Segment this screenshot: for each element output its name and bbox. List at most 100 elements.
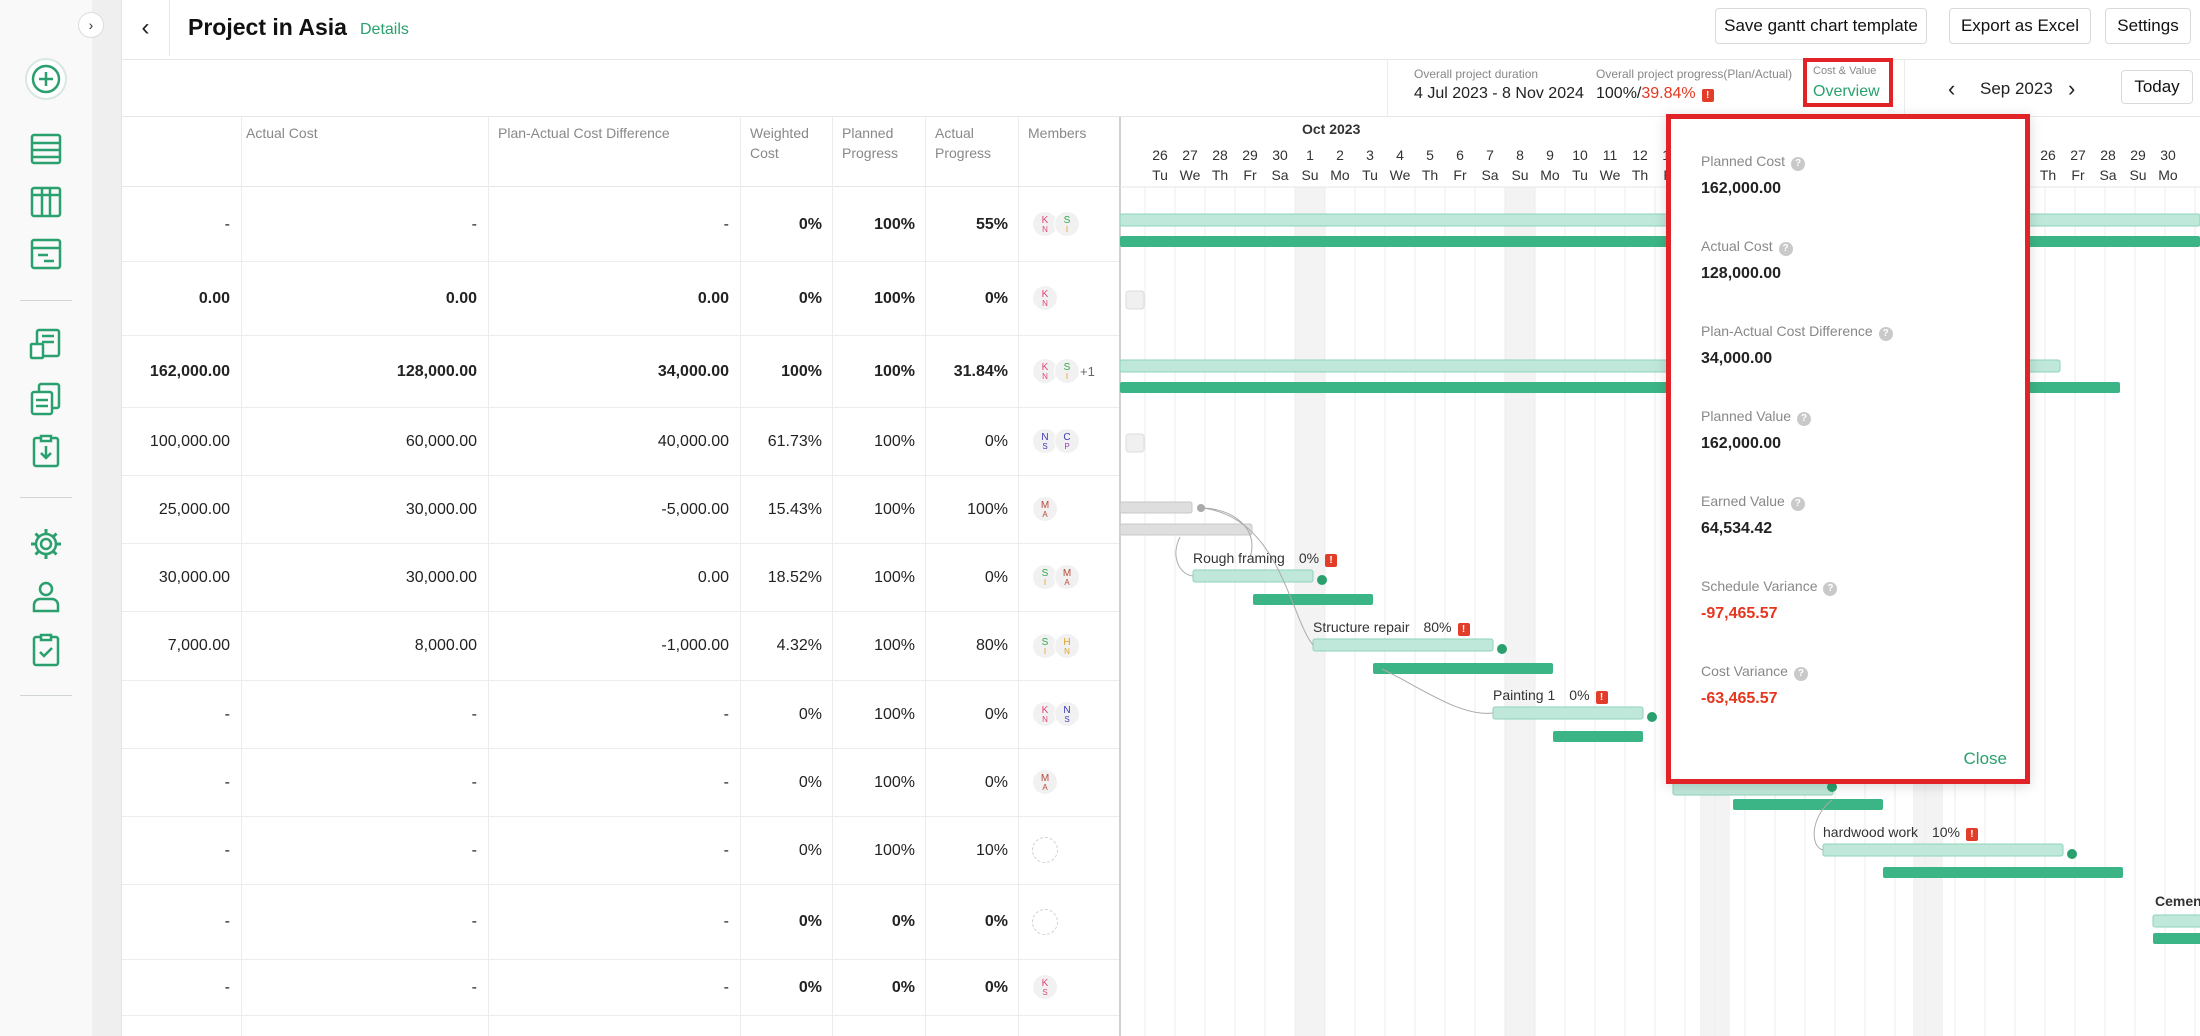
gear-icon[interactable]: [27, 525, 65, 563]
avatar-initial: N: [1041, 432, 1049, 443]
weekday-label: Th: [2040, 167, 2056, 183]
milestone-dot: [1317, 575, 1327, 585]
overview-link[interactable]: Overview: [1813, 83, 1880, 100]
dependency-line: [1175, 536, 1194, 577]
table-row[interactable]: 162,000.00 128,000.00 34,000.00 100% 100% 31.…: [122, 336, 1120, 408]
add-circle-icon[interactable]: [24, 57, 68, 101]
avatar-initial: N: [1042, 225, 1048, 234]
help-icon[interactable]: ?: [1823, 582, 1838, 596]
download-clipboard-icon[interactable]: [27, 432, 65, 470]
weekday-label: Th: [1212, 167, 1228, 183]
cell-ap: 10%: [975, 841, 1008, 859]
table-row[interactable]: 7,000.00 8,000.00 -1,000.00 4.32% 100% 80% S I H…: [122, 612, 1120, 681]
table-row[interactable]: - - -0% 100% 55% K N S I: [122, 188, 1120, 262]
gantt-view-icon[interactable]: [27, 235, 65, 273]
today-button[interactable]: Today: [2121, 70, 2193, 104]
avatar-initial: N: [1042, 715, 1048, 724]
help-icon[interactable]: ?: [1797, 412, 1812, 426]
avatar-initial: M: [1040, 500, 1050, 511]
table-row[interactable]: 100,000.00 60,000.00 40,000.00 61.73% 100% 0%…: [122, 408, 1120, 476]
empty-member-avatar[interactable]: [1032, 837, 1058, 863]
table-row[interactable]: 25,000.00 30,000.00 -5,000.00 15.43% 100% 100…: [122, 476, 1120, 544]
help-icon[interactable]: ?: [1791, 157, 1806, 171]
day-number: 5: [1426, 147, 1434, 163]
table-row[interactable]: - - - 0% 100% 0% M A: [122, 749, 1120, 817]
cell-weighted: 0%: [798, 978, 822, 996]
avatar-initial: H: [1063, 636, 1071, 648]
popup-item-text: Plan-Actual Cost Difference: [1701, 323, 1873, 339]
details-link[interactable]: Details: [360, 21, 409, 38]
avatar-initial: C: [1063, 432, 1071, 443]
help-icon[interactable]: ?: [1878, 327, 1893, 341]
plan-bar: [1672, 782, 1834, 796]
expand-sidebar-button[interactable]: ›: [78, 12, 104, 38]
report-icon[interactable]: [27, 326, 65, 364]
task-label[interactable]: Painting 1 0%!: [1493, 687, 1608, 704]
popup-item-label: Schedule Variance?: [1701, 578, 1838, 596]
table-row[interactable]: - - - 0% 100% 10%: [122, 817, 1120, 885]
task-label[interactable]: Rough framing 0%!: [1193, 550, 1338, 567]
table-row[interactable]: 0.00 0.00 0.00 0% 100% 0% K N: [122, 262, 1120, 336]
empty-member-avatar[interactable]: [1032, 908, 1058, 935]
task-label[interactable]: Structure repair 80%!: [1313, 619, 1470, 636]
cell-pp: 100%: [874, 215, 915, 233]
help-icon[interactable]: ?: [1790, 497, 1805, 511]
cell-weighted: 0%: [798, 215, 822, 233]
cell-ap: 31.84%: [953, 362, 1008, 380]
checklist-icon[interactable]: [27, 631, 65, 669]
cell-planned: 30,000.00: [158, 568, 230, 586]
table-row[interactable]: - - - 0% 0% 0% K S: [122, 960, 1120, 1016]
help-icon[interactable]: ?: [1778, 242, 1793, 256]
export-excel-button[interactable]: Export as Excel: [1949, 8, 2091, 44]
documents-icon[interactable]: [27, 380, 65, 418]
popup-item-value: 128,000.00: [1701, 265, 1782, 282]
help-icon[interactable]: ?: [1793, 667, 1808, 681]
day-number: 8: [1516, 147, 1524, 163]
user-icon[interactable]: [27, 578, 65, 616]
cell-pp: 0%: [891, 913, 915, 930]
cell-actual: -: [471, 841, 477, 859]
cost-value-overview-box[interactable]: Cost & Value Overview: [1803, 58, 1893, 107]
cell-weighted: 0%: [798, 913, 822, 930]
more-members-count[interactable]: +1: [1080, 364, 1095, 379]
board-columns-icon[interactable]: [27, 183, 65, 221]
prev-month-button[interactable]: ‹: [1948, 76, 1955, 102]
avatar-initial: S: [1042, 442, 1048, 451]
next-month-button[interactable]: ›: [2068, 76, 2075, 102]
table-list-icon[interactable]: [27, 130, 65, 168]
duration-label: Overall project duration: [1414, 67, 1539, 81]
actual-bar: [1373, 663, 1553, 674]
back-button[interactable]: ‹: [122, 0, 170, 56]
weekday-label: We: [1390, 167, 1411, 183]
task-label[interactable]: hardwood work 10%!: [1823, 824, 1978, 841]
close-button[interactable]: Close: [1963, 749, 2007, 768]
popup-item-value: 34,000.00: [1701, 350, 1773, 367]
avatar-initial: A: [1064, 578, 1070, 587]
save-template-button[interactable]: Save gantt chart template: [1715, 8, 1927, 44]
table-row[interactable]: 30,000.00 30,000.00 0.00 18.52% 100% 0% S I M A: [122, 544, 1120, 612]
table-row[interactable]: - - -0% 100% 0% K N N S: [122, 681, 1120, 749]
cell-actual: 30,000.00: [405, 568, 477, 586]
popup-item-label: Actual Cost?: [1701, 238, 1793, 256]
settings-button[interactable]: Settings: [2105, 8, 2191, 44]
task-label[interactable]: Cemen: [2155, 893, 2200, 909]
table-row[interactable]: - - - 0% 0% 0%: [122, 885, 1120, 960]
cell-actual: 128,000.00: [396, 362, 477, 380]
task-name: Painting 1: [1493, 687, 1556, 703]
